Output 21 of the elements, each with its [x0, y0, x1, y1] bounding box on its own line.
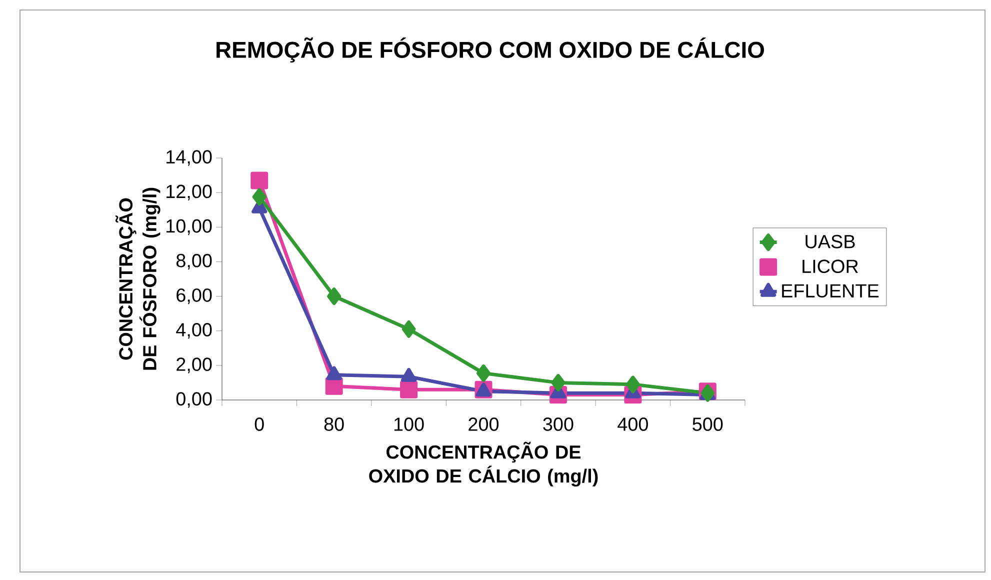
x-tick-label: 80	[324, 418, 344, 431]
x-tick-label: 200	[468, 418, 499, 431]
y-axis-title: CONCENTRAÇÃO DE FÓSFORO (mg/l)	[116, 188, 160, 370]
y-tick-label: 8,00	[176, 254, 212, 270]
y-tick-label: 10,00	[166, 219, 212, 235]
y-tick-label: 6,00	[176, 288, 212, 304]
x-tick-label: 0	[254, 418, 264, 431]
x-tick-label: 400	[618, 418, 648, 431]
x-tick-label: 300	[543, 418, 574, 431]
legend-label: EFLUENTE	[782, 284, 879, 298]
x-axis-title: CONCENTRAÇÃO DE OXIDO DE CÁLCIO (mg/l)	[369, 442, 598, 487]
x-tick-label: 100	[394, 418, 424, 431]
y-tick-label: 2,00	[176, 358, 212, 374]
y-tick-label: 14,00	[166, 150, 212, 166]
x-tick-label: 500	[692, 418, 723, 431]
y-tick-label: 12,00	[166, 184, 212, 200]
chart-title: REMOÇÃO DE FÓSFORO COM OXIDO DE CÁLCIO	[216, 37, 764, 63]
y-tick-label: 4,00	[176, 323, 212, 339]
legend-label: UASB	[806, 234, 855, 248]
y-tick-label: 0,00	[176, 392, 212, 408]
legend-label: LICOR	[802, 260, 858, 274]
